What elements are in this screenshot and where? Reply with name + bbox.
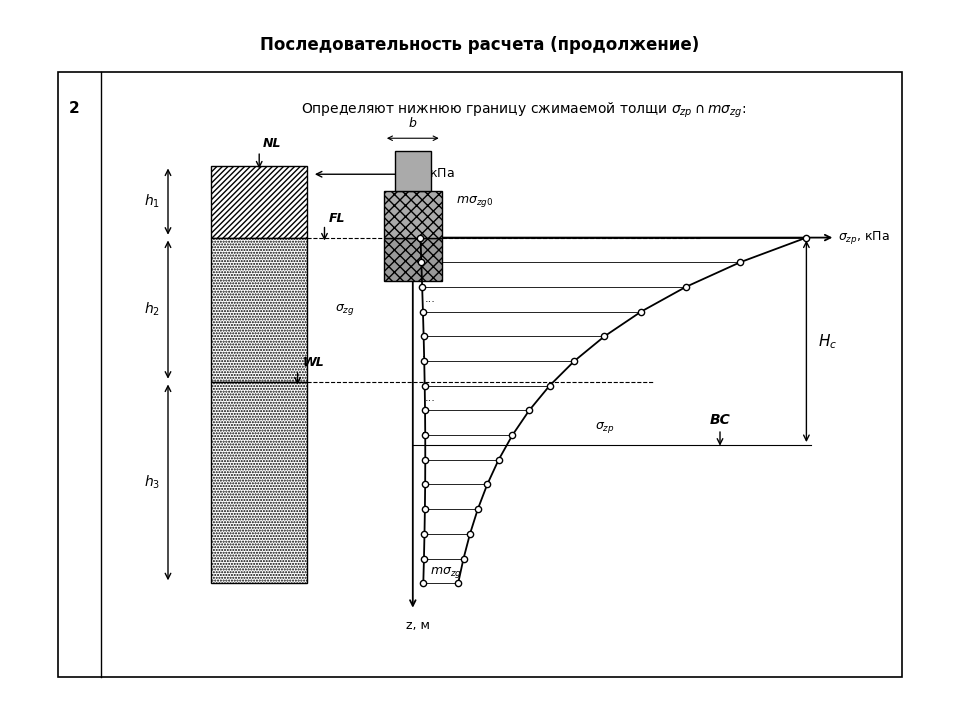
Text: 2: 2 xyxy=(422,257,429,267)
Text: z, м: z, м xyxy=(406,619,430,632)
Bar xyxy=(211,238,307,382)
Text: $\sigma_{zg}$: $\sigma_{zg}$ xyxy=(335,302,355,317)
Bar xyxy=(211,166,307,238)
Text: i: i xyxy=(422,356,425,366)
Bar xyxy=(211,382,307,583)
Text: NL: NL xyxy=(263,137,281,150)
Text: ...: ... xyxy=(424,294,435,305)
Text: 2: 2 xyxy=(69,101,80,116)
Text: $h_1$: $h_1$ xyxy=(144,193,160,210)
Text: $\sigma_{zp}$, кПа: $\sigma_{zp}$, кПа xyxy=(838,229,890,246)
Text: $m\sigma_{zg}$: $m\sigma_{zg}$ xyxy=(430,565,462,580)
Text: 1: 1 xyxy=(422,233,429,243)
Text: n: n xyxy=(422,430,429,440)
Bar xyxy=(384,191,442,238)
Text: $\sigma_{zg}$, кПа: $\sigma_{zg}$, кПа xyxy=(403,166,455,183)
Text: ...: ... xyxy=(424,393,435,403)
Text: Последовательность расчета (продолжение): Последовательность расчета (продолжение) xyxy=(260,35,700,53)
Bar xyxy=(395,151,431,191)
Text: b: b xyxy=(409,117,417,130)
Text: FL: FL xyxy=(328,212,345,225)
Text: $h_2$: $h_2$ xyxy=(144,301,160,318)
Text: $\sigma_{zp}$: $\sigma_{zp}$ xyxy=(595,420,614,435)
Bar xyxy=(58,72,902,677)
Text: WL: WL xyxy=(302,356,324,369)
Text: $h_3$: $h_3$ xyxy=(144,474,160,491)
Text: $m\sigma_{zg0}$: $m\sigma_{zg0}$ xyxy=(456,194,493,209)
Text: Определяют нижнюю границу сжимаемой толщи $\sigma_{zp} \cap m\sigma_{zg}$:: Определяют нижнюю границу сжимаемой толщ… xyxy=(300,101,746,120)
Text: BC: BC xyxy=(709,413,731,427)
Text: $H_c$: $H_c$ xyxy=(818,332,837,351)
Bar xyxy=(384,238,442,281)
